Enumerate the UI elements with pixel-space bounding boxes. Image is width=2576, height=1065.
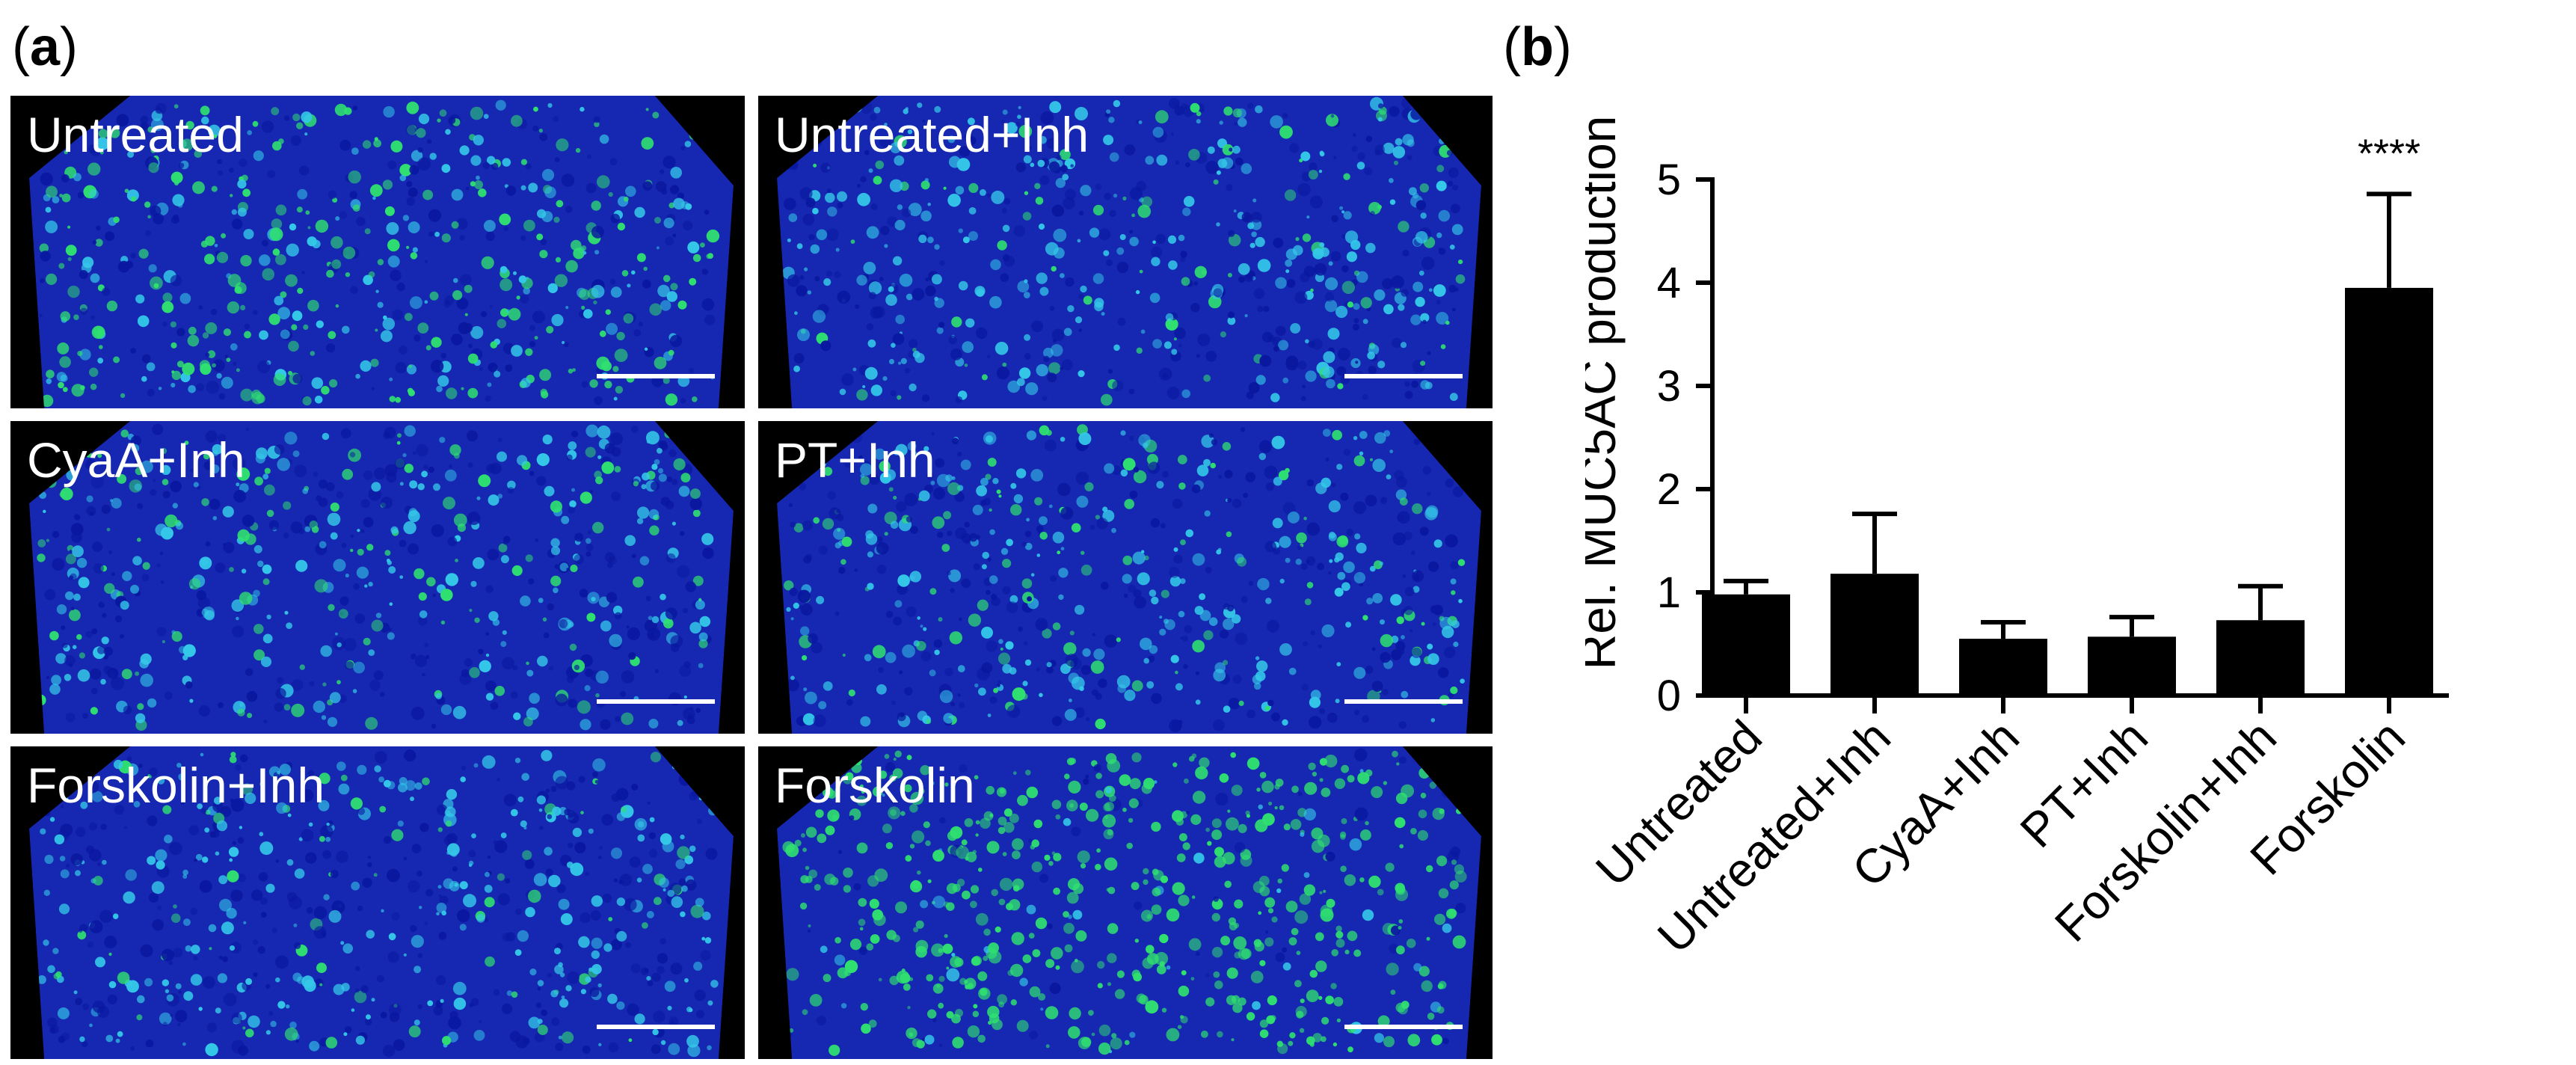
micrograph-tile: Untreated	[10, 96, 745, 408]
micrograph-tile: Forskolin+Inh	[10, 746, 745, 1059]
bar	[2088, 636, 2176, 696]
bar	[2216, 620, 2305, 696]
scale-bar	[597, 374, 715, 378]
bar	[1702, 594, 1790, 696]
micrograph-tile: Untreated+Inh	[758, 96, 1493, 408]
y-tick-label: 0	[1657, 672, 1681, 720]
bar	[1959, 639, 2047, 696]
micrograph-image	[758, 746, 1493, 1059]
significance-annotation: ****	[2358, 131, 2420, 176]
y-tick-label: 3	[1657, 362, 1681, 411]
micrograph-image	[10, 421, 745, 734]
y-tick-label: 4	[1657, 259, 1681, 307]
micrograph-label: PT+Inh	[775, 432, 935, 488]
micrograph-label: Untreated	[27, 107, 244, 162]
scale-bar	[1344, 699, 1463, 704]
scale-bar	[1344, 374, 1463, 378]
micrograph-image	[758, 96, 1493, 408]
micrograph-image	[10, 746, 745, 1059]
y-axis-label: Rel. MUC5AC production	[1585, 116, 1626, 670]
bar	[2345, 287, 2433, 696]
x-tick-label: Forskolin+Inh	[2044, 710, 2287, 952]
scale-bar	[597, 699, 715, 704]
scale-bar	[597, 1025, 715, 1029]
micrograph-tile: Forskolin	[758, 746, 1493, 1059]
micrograph-tile: PT+Inh	[758, 421, 1493, 734]
micrograph-label: Untreated+Inh	[775, 107, 1089, 162]
y-tick-label: 5	[1657, 156, 1681, 204]
panel-label-b: (b)	[1503, 17, 1572, 77]
micrograph-grid: Untreated Untreated+Inh CyaA+Inh PT+Inh …	[10, 96, 1498, 1059]
micrograph-label: Forskolin	[775, 758, 975, 813]
micrograph-label: CyaA+Inh	[27, 432, 245, 488]
scale-bar	[1344, 1025, 1463, 1029]
micrograph-image	[10, 96, 745, 408]
bar	[1830, 574, 1919, 696]
x-tick-label: Untreated+Inh	[1647, 710, 1901, 963]
micrograph-tile: CyaA+Inh	[10, 421, 745, 734]
y-tick-label: 1	[1657, 568, 1681, 617]
micrograph-label: Forskolin+Inh	[27, 758, 325, 813]
micrograph-image	[758, 421, 1493, 734]
panel-label-a: (a)	[12, 17, 79, 77]
y-tick-label: 2	[1657, 465, 1681, 514]
